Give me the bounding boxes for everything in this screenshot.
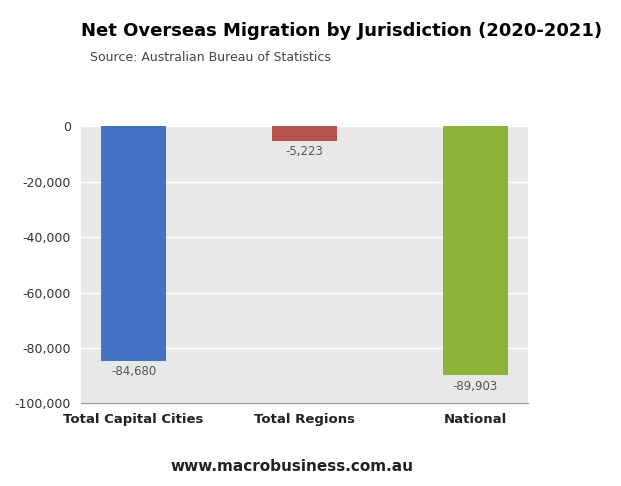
Text: Source: Australian Bureau of Statistics: Source: Australian Bureau of Statistics — [90, 51, 331, 64]
Text: BUSINESS: BUSINESS — [505, 69, 591, 85]
Bar — [272, 126, 337, 141]
Text: -89,903: -89,903 — [453, 380, 497, 393]
Text: -5,223: -5,223 — [286, 145, 323, 158]
Bar — [443, 126, 507, 375]
Bar — [101, 126, 166, 361]
Text: MACRO: MACRO — [517, 38, 579, 53]
Text: Net Overseas Migration by Jurisdiction (2020-2021): Net Overseas Migration by Jurisdiction (… — [81, 22, 602, 40]
Text: -84,680: -84,680 — [111, 365, 156, 378]
Text: www.macrobusiness.com.au: www.macrobusiness.com.au — [170, 459, 414, 474]
